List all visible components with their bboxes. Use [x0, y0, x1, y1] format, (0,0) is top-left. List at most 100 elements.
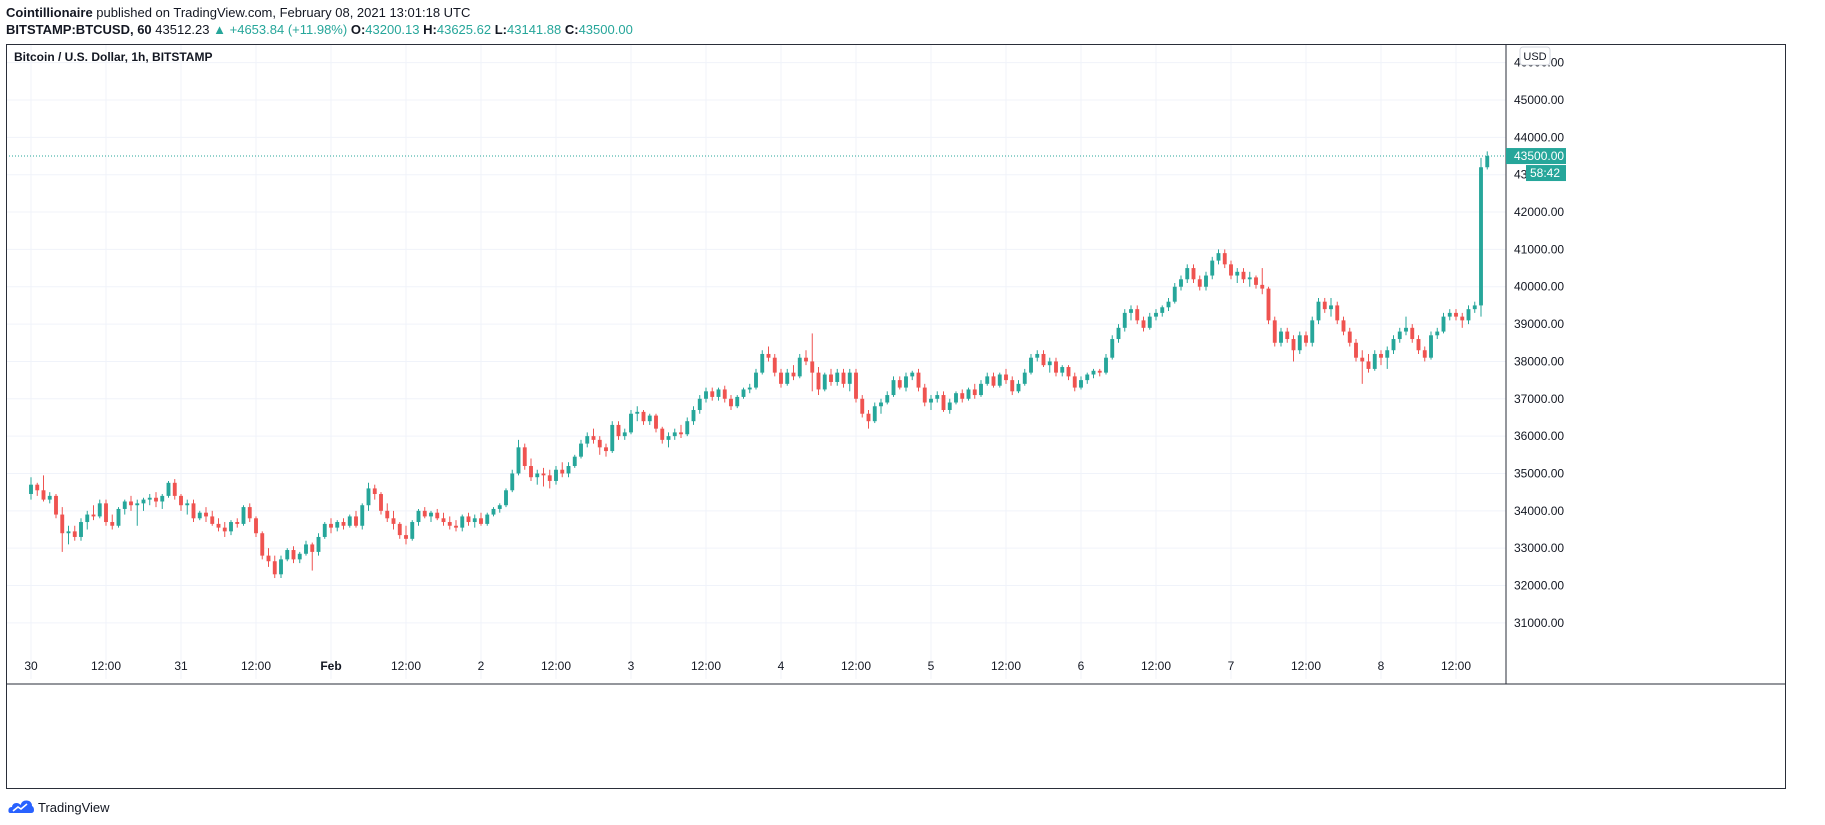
candle-body — [697, 398, 702, 410]
candle-body — [472, 518, 477, 523]
candle-body — [291, 550, 296, 560]
candle — [1335, 301, 1340, 325]
candle — [1041, 350, 1046, 368]
candle — [810, 333, 815, 392]
currency-label: USD — [1523, 51, 1546, 63]
candle-body — [135, 503, 140, 506]
candle-body — [885, 395, 890, 403]
candle-body — [1047, 361, 1052, 366]
candlestick-series — [29, 151, 1490, 579]
candle-body — [1185, 268, 1190, 280]
candle — [929, 395, 933, 410]
candle — [35, 482, 40, 496]
tradingview-footer[interactable]: TradingView — [8, 798, 110, 816]
candle — [1379, 350, 1383, 366]
candle — [1241, 268, 1246, 284]
candle-body — [966, 389, 971, 399]
candle — [235, 518, 240, 528]
candle-body — [491, 508, 496, 515]
candle — [616, 421, 621, 440]
price-chart[interactable]: 31000.00 32000.00 33000.00 34000.00 35000.00… — [6, 44, 1786, 789]
candle — [747, 383, 752, 394]
candle — [1422, 346, 1427, 362]
candle-body — [1054, 361, 1058, 373]
candle-body — [991, 376, 996, 386]
candle — [947, 398, 952, 414]
last-price: 43512.23 — [155, 22, 210, 37]
y-tick-label: 41000.00 — [1514, 242, 1564, 256]
candle — [272, 555, 277, 579]
candle — [1010, 376, 1015, 396]
candle — [354, 510, 358, 528]
candle-body — [1235, 271, 1240, 276]
candle-body — [891, 380, 896, 396]
candle-body — [547, 475, 552, 481]
candle-body — [904, 376, 908, 388]
candle — [229, 520, 233, 536]
candle — [954, 391, 958, 405]
candle-body — [410, 522, 415, 539]
candle-body — [279, 559, 283, 575]
candle-body — [1466, 309, 1471, 321]
candle — [685, 417, 690, 437]
candle-body — [972, 389, 977, 396]
candle — [435, 508, 440, 521]
candle — [785, 368, 790, 386]
candle — [985, 372, 990, 386]
candle — [1266, 286, 1271, 325]
candle — [629, 409, 633, 435]
x-tick-label: 12:00 — [1441, 659, 1471, 673]
candle — [1066, 365, 1071, 381]
candle — [491, 507, 496, 517]
candle — [935, 391, 940, 403]
candle — [1285, 327, 1290, 343]
candle — [104, 499, 108, 526]
candle — [379, 492, 383, 515]
close-label: C: — [564, 22, 579, 37]
candle — [697, 395, 702, 414]
candle — [554, 466, 558, 485]
candle-body — [1116, 327, 1121, 340]
candle — [1441, 312, 1446, 334]
candle-body — [260, 533, 265, 556]
candle-body — [691, 409, 696, 422]
candle-body — [585, 436, 590, 444]
y-tick-label: 31000.00 — [1514, 616, 1564, 630]
candle-body — [897, 380, 902, 388]
candle — [891, 376, 896, 397]
candle-body — [1272, 320, 1277, 343]
candle-body — [779, 372, 783, 384]
candle — [179, 494, 183, 511]
candle — [829, 368, 833, 386]
candle-body — [704, 391, 708, 399]
symbol-label: BITSTAMP:BTCUSD, 60 — [6, 22, 152, 37]
candle — [1229, 260, 1233, 280]
candle — [1185, 264, 1190, 284]
candle-body — [760, 353, 765, 373]
candle-body — [504, 490, 508, 506]
candle-body — [529, 466, 533, 478]
candle-body — [847, 372, 852, 384]
candle-body — [579, 443, 583, 457]
chart-grid — [6, 44, 1506, 679]
candle — [497, 503, 502, 513]
x-tick-label: 6 — [1078, 659, 1085, 673]
candle — [1116, 324, 1121, 343]
candle-body — [422, 510, 427, 517]
candle-body — [685, 421, 690, 435]
candle-body — [29, 484, 33, 495]
candle — [429, 510, 433, 523]
candle — [1416, 335, 1421, 354]
candle-body — [147, 497, 152, 500]
candle-body — [1097, 370, 1102, 373]
candle — [704, 387, 708, 403]
candle-body — [285, 550, 290, 560]
candle — [266, 548, 271, 567]
candle-body — [1422, 350, 1427, 358]
candle — [1141, 316, 1146, 332]
candle-body — [835, 372, 840, 382]
candle-body — [1072, 376, 1077, 388]
author-name[interactable]: Cointillionaire — [6, 5, 93, 20]
candle — [1366, 353, 1371, 373]
candle-body — [1404, 327, 1408, 332]
